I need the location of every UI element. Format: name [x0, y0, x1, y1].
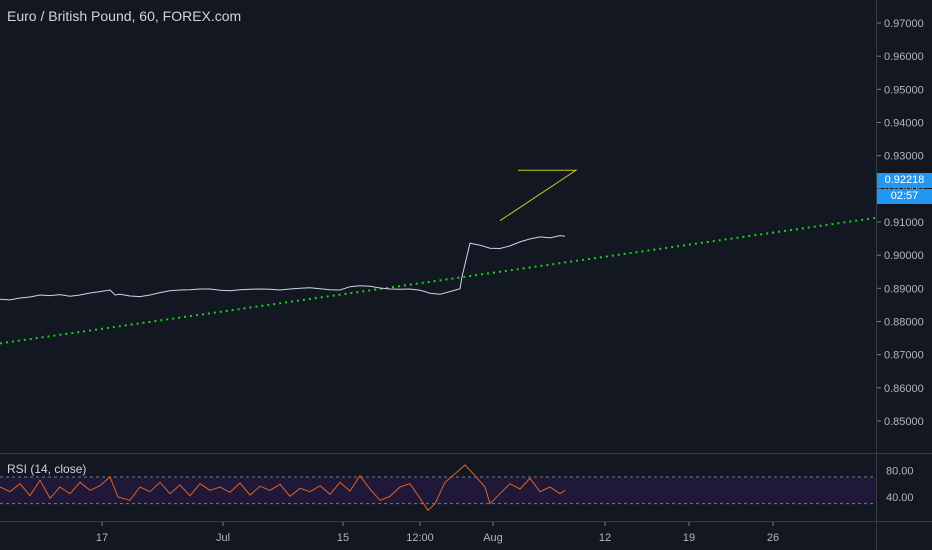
price-tick-label: 0.89000 — [884, 283, 924, 295]
price-tick-label: 0.90000 — [884, 250, 924, 262]
time-tick-label: 17 — [96, 532, 108, 544]
price-tick-label: 0.85000 — [884, 416, 924, 428]
bar-countdown-badge: 02:57 — [877, 189, 932, 204]
last-price-badge: 0.92218 — [877, 173, 932, 188]
rsi-line — [0, 464, 566, 512]
triangle-pattern[interactable] — [499, 169, 578, 222]
rsi-label: RSI (14, close) — [7, 462, 87, 476]
price-tick-label: 0.88000 — [884, 317, 924, 329]
rsi-tick-label: 40.00 — [886, 492, 914, 504]
price-axis[interactable]: 0.970000.960000.950000.940000.930000.920… — [877, 18, 924, 428]
time-tick-label: 26 — [767, 532, 779, 544]
time-tick-label: 12:00 — [406, 532, 434, 544]
price-tick-label: 0.91000 — [884, 217, 924, 229]
rsi-pane — [0, 464, 876, 512]
price-tick-label: 0.94000 — [884, 118, 924, 130]
rsi-tick-label: 80.00 — [886, 465, 914, 477]
price-tick-label: 0.86000 — [884, 383, 924, 395]
price-tick-label: 0.97000 — [884, 18, 924, 30]
time-tick-label: 15 — [337, 532, 349, 544]
price-tick-label: 0.95000 — [884, 84, 924, 96]
price-line — [0, 235, 566, 301]
price-pane — [0, 169, 876, 345]
time-tick-label: Jul — [216, 532, 230, 544]
time-tick-label: 19 — [683, 532, 695, 544]
price-tick-label: 0.93000 — [884, 151, 924, 163]
chart-title: Euro / British Pound, 60, FOREX.com — [7, 8, 242, 24]
price-tick-label: 0.96000 — [884, 51, 924, 63]
rsi-band — [0, 477, 876, 504]
time-tick-label: Aug — [483, 532, 503, 544]
rsi-axis[interactable]: 80.00 40.00 — [886, 465, 914, 504]
price-tick-label: 0.87000 — [884, 350, 924, 362]
time-tick-label: 12 — [599, 532, 611, 544]
time-axis[interactable]: 17 Jul 15 12:00 Aug 12 19 26 — [96, 522, 779, 544]
